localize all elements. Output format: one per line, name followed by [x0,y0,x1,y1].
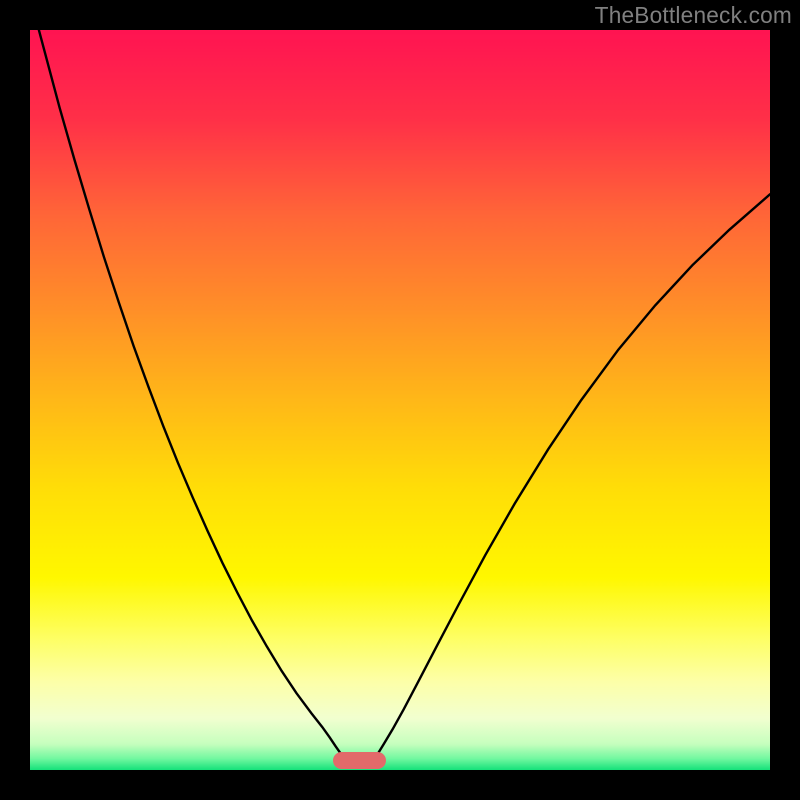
bottleneck-curve-left [30,30,341,754]
watermark-text: TheBottleneck.com [595,2,792,29]
bottleneck-curve-right [378,194,770,753]
optimum-marker [333,752,386,768]
plot-area [30,30,770,770]
curve-overlay [30,30,770,770]
outer-frame: TheBottleneck.com [0,0,800,800]
